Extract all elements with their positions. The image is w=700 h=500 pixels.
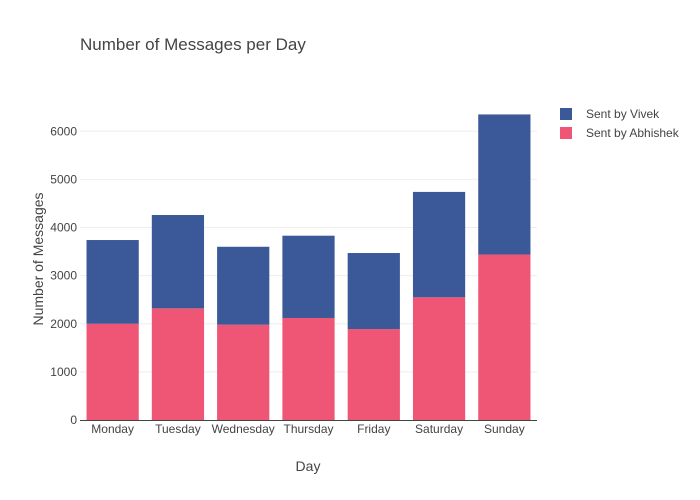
bar-sent-by-vivek-tuesday [151,215,205,309]
legend-label: Sent by Vivek [586,107,660,121]
x-tick-label: Tuesday [155,422,201,436]
bar-sent-by-vivek-thursday [282,235,335,318]
bars [86,114,531,420]
bar-sent-by-vivek-sunday [478,114,531,255]
legend-swatch [560,127,572,139]
y-axis-title: Number of Messages [30,192,46,325]
y-tick-label: 1000 [50,365,77,379]
legend-swatch [560,108,572,120]
legend: Sent by Vivek Sent by Abhishek [560,107,680,140]
bar-sent-by-vivek-saturday [412,191,466,298]
y-tick-label: 5000 [50,172,77,186]
x-tick-label: Saturday [415,422,463,436]
bar-sent-by-abhishek-sunday [478,254,531,420]
y-tick-label: 4000 [50,221,77,235]
y-tick-label: 0 [70,413,77,427]
bar-sent-by-abhishek-tuesday [151,308,205,420]
x-tick-label: Sunday [484,422,525,436]
chart-title: Number of Messages per Day [80,35,306,54]
bar-sent-by-vivek-friday [347,253,400,330]
y-tick-labels: 0 1000 2000 3000 4000 5000 6000 [50,124,77,427]
bar-sent-by-abhishek-wednesday [217,324,270,420]
x-tick-label: Wednesday [212,422,275,436]
x-tick-label: Friday [357,422,390,436]
x-tick-labels: Monday Tuesday Wednesday Thursday Friday Satu… [91,422,524,436]
bar-sent-by-abhishek-friday [347,329,400,420]
bar-sent-by-vivek-wednesday [217,246,270,325]
bar-sent-by-vivek-monday [86,240,139,324]
y-tick-label: 2000 [50,317,77,331]
y-tick-label: 6000 [50,124,77,138]
bar-sent-by-abhishek-monday [86,323,139,420]
y-tick-label: 3000 [50,269,77,283]
x-tick-label: Thursday [283,422,333,436]
x-tick-label: Monday [91,422,134,436]
legend-label: Sent by Abhishek [586,126,680,140]
x-axis-title: Day [296,458,321,474]
bar-sent-by-abhishek-thursday [282,317,335,420]
bar-sent-by-abhishek-saturday [412,297,466,420]
